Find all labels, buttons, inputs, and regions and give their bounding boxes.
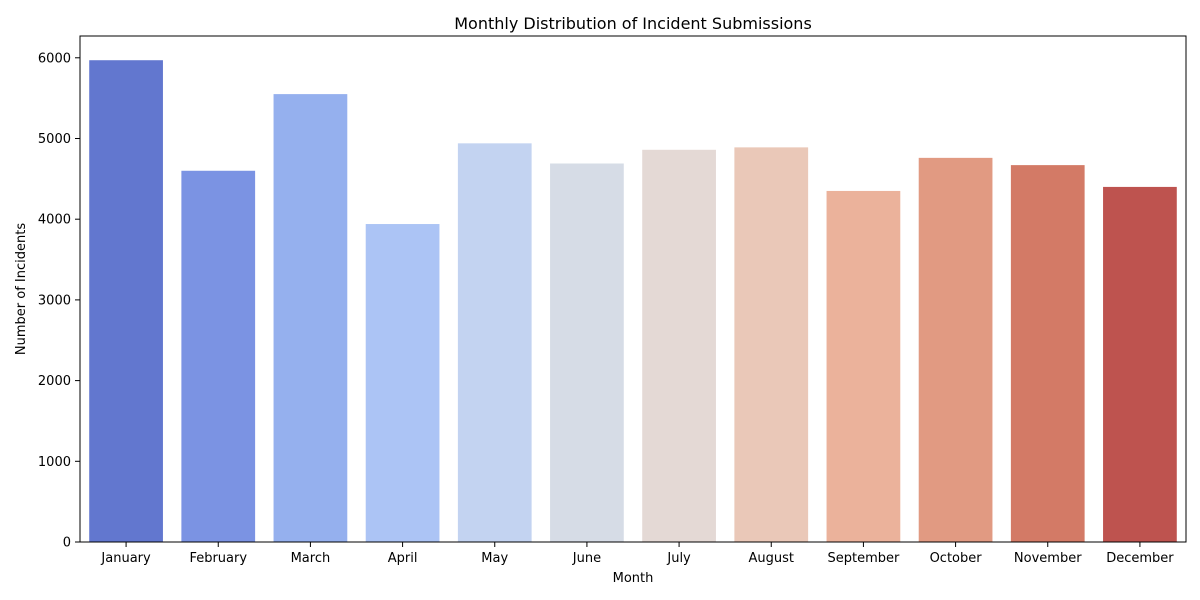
x-tick-label: March xyxy=(291,551,331,566)
y-axis-ticks: 0 1000 2000 3000 4000 5000 6000 xyxy=(38,51,80,551)
bar-july xyxy=(642,149,716,542)
x-tick-label: August xyxy=(749,551,795,566)
x-axis-label: Month xyxy=(613,571,654,586)
x-tick-label: May xyxy=(481,551,508,566)
bar-april xyxy=(365,224,440,542)
bar-january xyxy=(89,60,163,543)
x-tick-label: July xyxy=(666,551,691,566)
bar-may xyxy=(457,143,532,543)
x-tick-label: January xyxy=(100,551,151,566)
y-tick-label: 5000 xyxy=(38,132,71,147)
bar-june xyxy=(550,163,624,542)
bar-march xyxy=(273,94,348,543)
y-tick-label: 6000 xyxy=(38,51,71,66)
y-tick-label: 1000 xyxy=(38,455,71,470)
y-tick-label: 0 xyxy=(63,536,71,551)
bar-november xyxy=(1010,165,1085,542)
x-tick-label: December xyxy=(1106,551,1174,566)
bar-october xyxy=(918,157,993,542)
bars-group xyxy=(89,60,1177,543)
chart-title: Monthly Distribution of Incident Submiss… xyxy=(454,14,812,33)
bar-august xyxy=(734,147,809,543)
y-tick-label: 2000 xyxy=(38,374,71,389)
plot-frame xyxy=(79,35,1187,543)
bar-september xyxy=(826,190,901,542)
y-axis-label: Number of Incidents xyxy=(14,223,29,355)
x-tick-label: April xyxy=(388,551,418,566)
x-tick-label: November xyxy=(1014,551,1082,566)
bar-february xyxy=(181,170,256,543)
y-tick-label: 3000 xyxy=(38,293,71,308)
x-tick-label: October xyxy=(930,551,983,566)
x-axis-ticks: January February March April May June July Augu… xyxy=(100,542,1174,566)
y-tick-label: 4000 xyxy=(38,213,71,228)
x-tick-label: September xyxy=(827,551,900,566)
x-tick-label: June xyxy=(572,551,601,566)
x-tick-label: February xyxy=(189,551,247,566)
bar-december xyxy=(1103,186,1177,542)
